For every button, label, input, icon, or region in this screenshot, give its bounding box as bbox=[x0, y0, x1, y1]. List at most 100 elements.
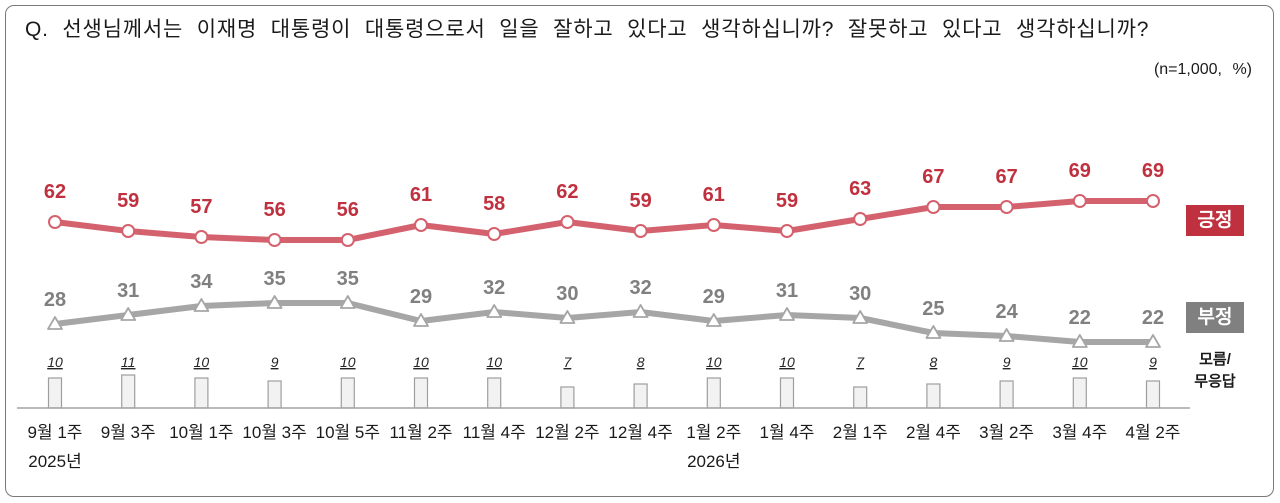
positive-data-label: 57 bbox=[190, 196, 212, 218]
positive-data-label: 61 bbox=[703, 184, 725, 206]
positive-point bbox=[999, 200, 1014, 214]
no-answer-bar bbox=[853, 386, 868, 409]
positive-point bbox=[340, 233, 355, 247]
negative-data-label: 31 bbox=[776, 280, 798, 302]
x-tick-label: 2월 1주 bbox=[833, 423, 888, 442]
x-tick-label: 3월 4주 bbox=[1052, 423, 1107, 442]
negative-point bbox=[998, 328, 1015, 342]
no-answer-data-label: 9 bbox=[1149, 354, 1157, 370]
negative-point bbox=[925, 325, 942, 339]
negative-data-label: 22 bbox=[1069, 307, 1091, 329]
positive-data-label: 59 bbox=[629, 190, 651, 212]
x-tick-label: 1월 4주 bbox=[760, 423, 815, 442]
no-answer-data-label: 10 bbox=[779, 354, 795, 370]
positive-point bbox=[1072, 194, 1087, 208]
x-tick-label: 11월 2주 bbox=[389, 423, 452, 442]
negative-point bbox=[339, 295, 356, 309]
x-tick-label: 12월 2주 bbox=[535, 423, 599, 442]
negative-line bbox=[52, 300, 1156, 345]
positive-point bbox=[267, 233, 282, 247]
no-answer-bars bbox=[47, 374, 1161, 409]
x-tick-label: 2월 4주 bbox=[906, 423, 961, 442]
negative-data-label: 34 bbox=[190, 271, 213, 293]
negative-data-label: 35 bbox=[263, 268, 285, 290]
positive-data-label: 56 bbox=[263, 199, 285, 221]
positive-point bbox=[926, 200, 941, 214]
x-tick-label: 3월 2주 bbox=[979, 423, 1034, 442]
series-lines bbox=[52, 198, 1156, 345]
no-answer-data-label: 7 bbox=[564, 354, 573, 370]
no-answer-data-label: 10 bbox=[47, 354, 63, 370]
x-tick-label: 9월 1주 bbox=[28, 423, 83, 442]
negative-data-label: 35 bbox=[337, 268, 359, 290]
year-label: 2025년 bbox=[28, 452, 81, 471]
positive-data-label: 59 bbox=[776, 190, 798, 212]
positive-point bbox=[414, 218, 428, 232]
positive-data-label: 63 bbox=[849, 178, 871, 200]
negative-data-label: 31 bbox=[117, 280, 139, 302]
legend-negative: 부정 bbox=[1186, 302, 1244, 333]
series-data-labels: 62 59 57 56 56 61 58 62 59 61 59 63 67 67 69 69 28 31 34 35… bbox=[44, 160, 1164, 329]
positive-data-label: 61 bbox=[410, 184, 432, 206]
chart-title: Q. 선생님께서는 이재명 대통령이 대통령으로서 일을 잘하고 있다고 생각하… bbox=[25, 18, 1150, 41]
negative-data-label: 28 bbox=[44, 289, 66, 311]
no-answer-data-label: 8 bbox=[637, 354, 645, 370]
legend-no-answer: 모름/ 무응답 bbox=[1194, 351, 1236, 390]
positive-point bbox=[560, 215, 575, 229]
x-tick-label: 11월 4주 bbox=[463, 423, 526, 442]
no-answer-bar bbox=[194, 377, 209, 409]
no-answer-data-labels: 10 11 10 9 10 10 10 7 8 10 10 7 8 9 10 9 bbox=[47, 354, 1157, 370]
no-answer-bar bbox=[706, 377, 721, 409]
positive-data-label: 67 bbox=[995, 166, 1017, 188]
positive-data-label: 59 bbox=[117, 190, 139, 212]
x-tick-label: 9월 3주 bbox=[101, 423, 156, 442]
positive-data-label: 69 bbox=[1142, 160, 1164, 182]
positive-point bbox=[48, 215, 62, 229]
negative-data-label: 22 bbox=[1142, 307, 1164, 329]
no-answer-data-label: 10 bbox=[194, 354, 210, 370]
no-answer-bar bbox=[413, 377, 429, 409]
no-answer-data-label: 10 bbox=[486, 354, 502, 370]
positive-data-label: 62 bbox=[44, 181, 66, 203]
x-tick-label: 10월 3주 bbox=[242, 423, 306, 442]
chart-frame bbox=[5, 5, 1274, 497]
negative-data-label: 29 bbox=[703, 286, 725, 308]
x-tick-label: 4월 2주 bbox=[1126, 423, 1181, 442]
negative-point bbox=[486, 304, 503, 318]
no-answer-data-label: 10 bbox=[1072, 354, 1088, 370]
negative-data-label: 25 bbox=[922, 298, 944, 320]
positive-point bbox=[121, 224, 136, 238]
negative-point bbox=[1071, 334, 1088, 348]
no-answer-bar bbox=[560, 386, 575, 409]
positive-data-label: 67 bbox=[922, 166, 944, 188]
positive-point bbox=[633, 224, 648, 238]
no-answer-bar bbox=[999, 380, 1014, 409]
year-label: 2026년 bbox=[687, 452, 740, 471]
no-answer-bar bbox=[1072, 377, 1087, 409]
positive-point bbox=[194, 230, 209, 244]
negative-data-label: 32 bbox=[629, 277, 651, 299]
positive-data-label: 69 bbox=[1069, 160, 1091, 182]
no-answer-bar bbox=[121, 374, 136, 409]
positive-data-label: 62 bbox=[556, 181, 578, 203]
positive-point bbox=[853, 212, 868, 226]
negative-data-label: 32 bbox=[483, 277, 505, 299]
negative-point bbox=[47, 316, 63, 330]
no-answer-data-label: 7 bbox=[856, 354, 865, 370]
negative-data-label: 24 bbox=[995, 301, 1018, 323]
negative-point bbox=[413, 313, 429, 327]
positive-data-label: 58 bbox=[483, 193, 505, 215]
x-tick-label: 12월 4주 bbox=[608, 423, 672, 442]
negative-data-label: 30 bbox=[556, 283, 578, 305]
negative-data-label: 29 bbox=[410, 286, 432, 308]
positive-data-label: 56 bbox=[337, 199, 359, 221]
no-answer-data-label: 9 bbox=[1003, 354, 1011, 370]
no-answer-bar bbox=[47, 377, 63, 409]
no-answer-bar bbox=[487, 377, 502, 409]
series-markers bbox=[47, 194, 1161, 348]
no-answer-data-label: 8 bbox=[930, 354, 938, 370]
x-tick-label: 1월 2주 bbox=[686, 423, 741, 442]
no-answer-bar bbox=[779, 377, 795, 409]
negative-point bbox=[266, 295, 283, 309]
